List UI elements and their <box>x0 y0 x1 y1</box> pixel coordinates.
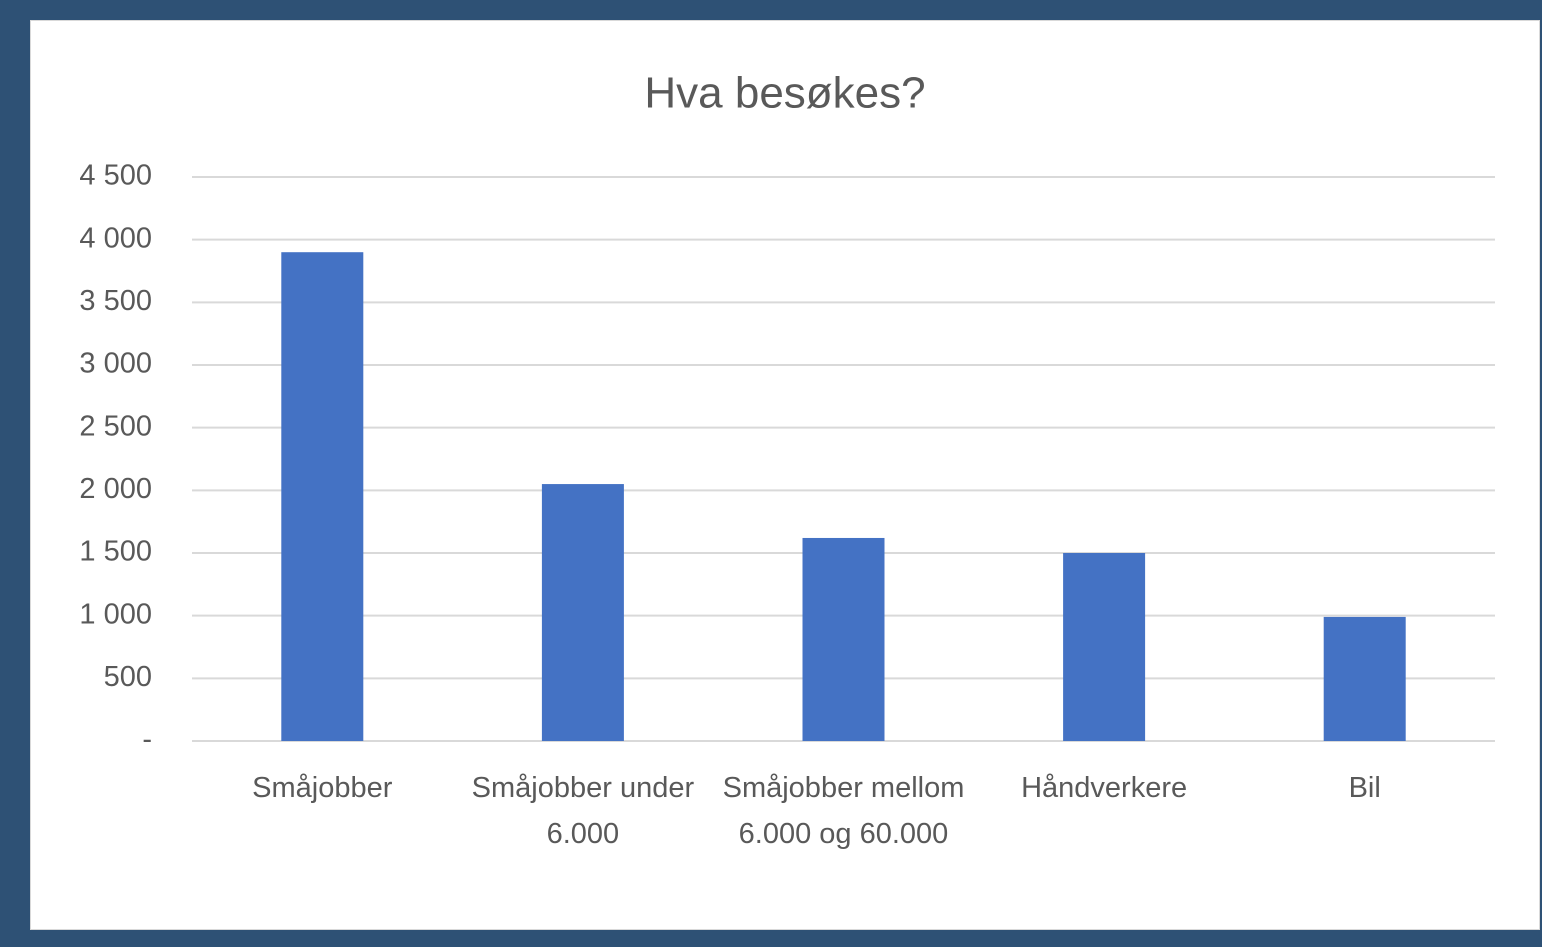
x-tick-label: Håndverkere <box>1021 772 1188 804</box>
y-tick-label: 2 000 <box>79 473 152 505</box>
y-tick-label: 2 500 <box>79 410 152 442</box>
bar <box>1323 616 1406 741</box>
y-tick-label: 500 <box>104 661 152 693</box>
y-tick-label: 1 000 <box>79 598 152 630</box>
x-tick-label: Bil <box>1348 772 1381 804</box>
bar <box>541 484 624 741</box>
bar <box>802 537 885 741</box>
x-tick-label: Småjobber under 6.000 <box>471 772 695 850</box>
y-tick-label: - <box>142 724 152 756</box>
chart-title: Hva besøkes? <box>644 69 925 118</box>
y-tick-label: 3 500 <box>79 285 152 317</box>
bar <box>281 252 364 741</box>
y-tick-label: 4 000 <box>79 222 152 254</box>
y-tick-label: 3 000 <box>79 348 152 380</box>
x-tick-label: Småjobber <box>252 772 393 804</box>
y-tick-label: 1 500 <box>79 536 152 568</box>
y-tick-label: 4 500 <box>79 160 152 192</box>
x-tick-label: Småjobber mellom 6.000 og 60.000 <box>722 772 965 850</box>
bar <box>1063 553 1146 741</box>
